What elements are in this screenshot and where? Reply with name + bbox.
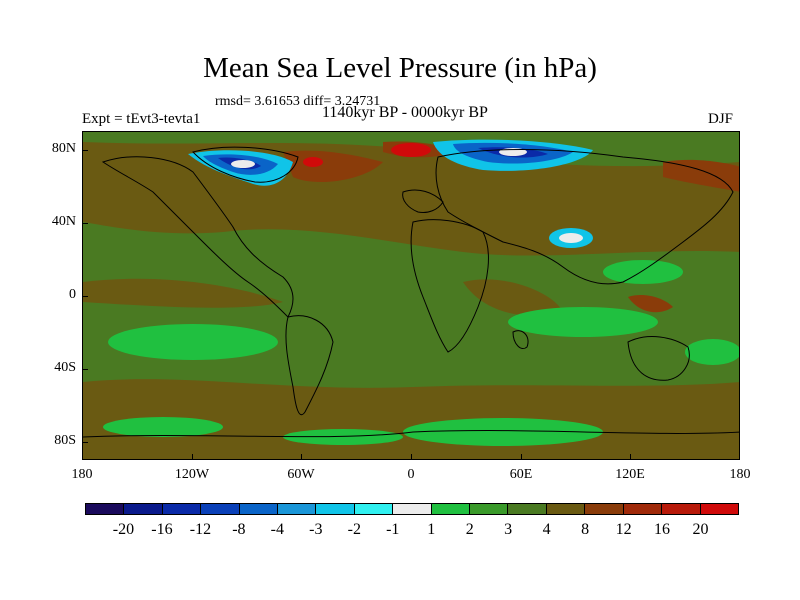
colorbar-label: 16 <box>654 521 671 538</box>
y-label-80s: 80S <box>54 433 76 448</box>
colorbar-swatch <box>662 504 701 514</box>
colorbar-swatch <box>354 504 394 514</box>
coastlines <box>83 146 739 438</box>
colorbar-swatch <box>86 504 125 514</box>
colorbar-label: 20 <box>692 521 709 538</box>
x-label-60e: 60E <box>509 467 533 482</box>
colorbar-label: -12 <box>189 521 212 538</box>
y-label-0: 0 <box>69 287 76 302</box>
y-tick <box>82 223 88 224</box>
colorbar-swatch <box>239 504 279 514</box>
plot-title: Mean Sea Level Pressure (in hPa) <box>203 52 597 84</box>
x-tick <box>630 454 631 460</box>
period-label: 1140kyr BP - 0000kyr BP <box>322 104 488 121</box>
positive-regions <box>103 260 739 446</box>
colorbar-label: 1 <box>427 521 436 538</box>
experiment-label: Expt = tEvt3-tevta1 <box>82 111 201 127</box>
x-tick <box>301 454 302 460</box>
colorbar-label: -4 <box>270 521 284 538</box>
colorbar-label: -16 <box>151 521 173 538</box>
y-tick <box>82 442 88 443</box>
y-tick <box>82 369 88 370</box>
colorbar-swatch <box>393 504 432 514</box>
x-label-0: 0 <box>407 467 415 482</box>
x-tick <box>521 454 522 460</box>
x-label-120e: 120E <box>615 467 645 482</box>
colorbar-label: -1 <box>386 521 400 538</box>
max-warm-regions <box>303 143 431 167</box>
colorbar-swatch <box>546 504 586 514</box>
season-label: DJF <box>708 111 734 127</box>
colorbar-label: -3 <box>309 521 323 538</box>
colorbar-swatch <box>201 504 240 514</box>
map-canvas <box>83 132 739 459</box>
colorbar-swatch <box>278 504 317 514</box>
colorbar-label: -20 <box>112 521 135 538</box>
pressure-map <box>82 131 740 460</box>
y-tick <box>82 296 88 297</box>
x-label-60w: 60W <box>287 467 315 482</box>
y-label-80n: 80N <box>51 141 76 156</box>
x-label-180w: 180 <box>71 467 93 482</box>
colorbar-label: 3 <box>504 521 513 538</box>
stats-text: rmsd= 3.61653 diff= 3.24731 <box>215 94 381 109</box>
x-label-180e: 180 <box>729 467 751 482</box>
colorbar-swatch <box>700 504 738 514</box>
colorbar-label: 4 <box>542 521 551 538</box>
colorbar-label: 8 <box>581 521 590 538</box>
colorbar-swatch <box>585 504 624 514</box>
x-tick <box>411 454 412 460</box>
colorbar-swatch <box>508 504 547 514</box>
colorbar-label: 2 <box>465 521 474 538</box>
colorbar-label: 12 <box>615 521 632 538</box>
colorbar-label: -8 <box>232 521 246 538</box>
colorbar-label: -2 <box>347 521 361 538</box>
colorbar-swatch <box>431 504 471 514</box>
x-tick <box>192 454 193 460</box>
x-label-120w: 120W <box>174 467 210 482</box>
colorbar <box>85 503 739 515</box>
colorbar-swatch <box>316 504 355 514</box>
y-tick <box>82 150 88 151</box>
colorbar-swatch <box>124 504 163 514</box>
y-label-40s: 40S <box>54 360 76 375</box>
y-label-40n: 40N <box>51 214 76 229</box>
colorbar-swatch <box>470 504 509 514</box>
colorbar-swatch <box>623 504 663 514</box>
colorbar-swatch <box>162 504 202 514</box>
